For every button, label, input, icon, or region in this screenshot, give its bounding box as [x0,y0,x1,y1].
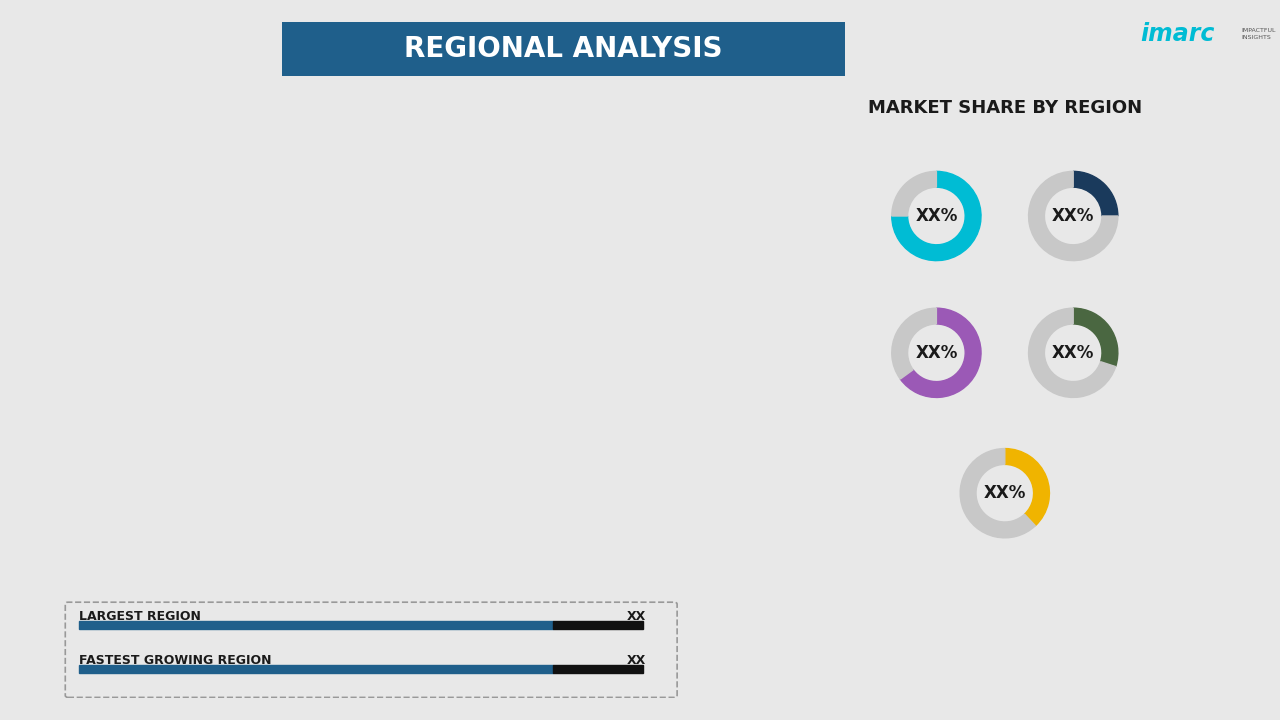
Text: FASTEST GROWING REGION: FASTEST GROWING REGION [79,654,271,667]
Text: XX%: XX% [915,207,957,225]
Text: XX%: XX% [1052,344,1094,361]
Wedge shape [1029,171,1117,261]
Wedge shape [900,308,980,397]
Wedge shape [892,171,937,216]
Text: XX: XX [627,654,646,667]
Text: MARKET SHARE BY REGION: MARKET SHARE BY REGION [868,99,1142,117]
Text: XX: XX [627,610,646,623]
Text: IMPACTFUL
INSIGHTS: IMPACTFUL INSIGHTS [1242,29,1276,40]
Wedge shape [892,171,980,261]
Bar [79,621,553,629]
Text: XX%: XX% [1052,207,1094,225]
Wedge shape [1073,308,1117,366]
Text: XX%: XX% [983,484,1027,503]
Text: LARGEST REGION: LARGEST REGION [79,610,201,623]
Wedge shape [1005,449,1050,526]
Wedge shape [1029,308,1116,397]
Bar [553,621,643,629]
Wedge shape [1073,171,1117,216]
Bar [553,665,643,673]
Text: XX%: XX% [915,344,957,361]
Wedge shape [892,308,937,379]
Text: REGIONAL ANALYSIS: REGIONAL ANALYSIS [404,35,722,63]
Wedge shape [960,449,1036,538]
Bar [79,665,553,673]
Text: imarc: imarc [1140,22,1215,46]
